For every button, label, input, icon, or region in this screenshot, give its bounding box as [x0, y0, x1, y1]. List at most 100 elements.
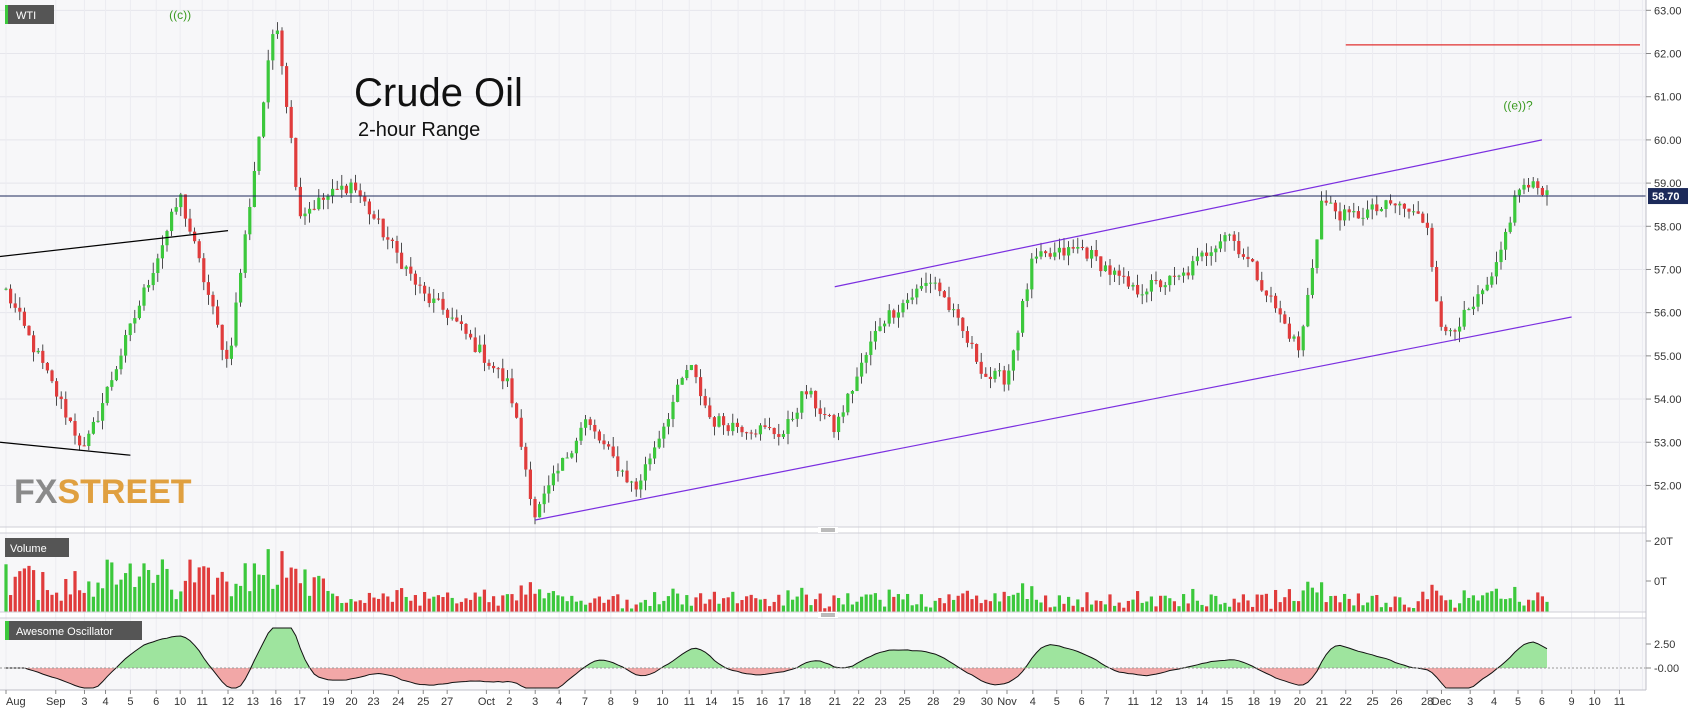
- price-tick-label: 57.00: [1654, 264, 1682, 276]
- volume-bar: [1140, 602, 1144, 612]
- date-label: 6: [1079, 696, 1085, 708]
- candle-body: [961, 317, 965, 332]
- candle-body: [896, 312, 900, 318]
- candle-body: [202, 258, 206, 283]
- volume-bar: [1448, 599, 1452, 612]
- date-label: Nov: [997, 696, 1017, 708]
- candle-body: [915, 288, 919, 298]
- volume-bar: [896, 594, 900, 612]
- volume-bar: [298, 583, 302, 612]
- date-label: 13: [1175, 696, 1187, 708]
- candle-body: [1007, 370, 1011, 385]
- volume-bar: [1048, 607, 1052, 612]
- volume-bar: [1435, 590, 1439, 612]
- candle-body: [211, 294, 215, 307]
- candle-body: [423, 285, 427, 294]
- candle-body: [1094, 250, 1098, 257]
- oscillator-label-bg: [5, 621, 142, 640]
- volume-bar: [933, 600, 937, 612]
- candle-body: [110, 380, 114, 387]
- volume-bar: [22, 568, 26, 612]
- volume-bar: [832, 595, 836, 612]
- candle-body: [344, 185, 348, 194]
- candle-body: [289, 106, 293, 138]
- candle-body: [220, 324, 224, 350]
- candle-body: [1343, 209, 1347, 221]
- price-tick-label: 53.00: [1654, 437, 1682, 449]
- volume-bar: [436, 595, 440, 612]
- candle-body: [749, 432, 753, 434]
- date-label: 25: [1366, 696, 1378, 708]
- volume-bar: [367, 592, 371, 612]
- volume-bar: [919, 594, 923, 612]
- volume-bar: [317, 575, 321, 612]
- candle-body: [850, 390, 854, 394]
- candle-body: [1297, 336, 1301, 351]
- date-label: 28: [1421, 696, 1433, 708]
- volume-bar: [1117, 602, 1121, 612]
- candle-body: [404, 266, 408, 269]
- candle-body: [1490, 276, 1494, 285]
- candle-body: [1462, 309, 1466, 327]
- candle-body: [487, 362, 491, 366]
- volume-bar: [1458, 603, 1462, 612]
- candle-body: [1205, 252, 1209, 256]
- volume-bar: [869, 594, 873, 612]
- volume-bar: [731, 591, 735, 612]
- price-marks: [4, 22, 1549, 525]
- candle-body: [114, 369, 118, 381]
- candle-body: [492, 365, 496, 369]
- candle-body: [1310, 267, 1314, 295]
- candle-body: [179, 194, 183, 208]
- volume-bar: [78, 590, 82, 612]
- oscillator-tick-label: 2.50: [1654, 639, 1675, 651]
- date-label: 11: [1128, 696, 1139, 708]
- candle-body: [841, 412, 845, 417]
- volume-bar: [533, 593, 537, 612]
- candle-body: [722, 416, 726, 426]
- candle-body: [32, 335, 36, 353]
- resize-handle[interactable]: [818, 612, 838, 618]
- volume-bar: [1113, 605, 1117, 612]
- volume-bar: [1103, 604, 1107, 612]
- candle-body: [455, 317, 459, 322]
- volume-bar: [487, 602, 491, 612]
- candle-body: [758, 425, 762, 435]
- volume-bar: [1172, 601, 1176, 612]
- candle-body: [1435, 267, 1439, 302]
- candle-body: [979, 361, 983, 374]
- candle-body: [372, 214, 376, 219]
- volume-bar: [455, 603, 459, 612]
- candle-body: [1103, 265, 1107, 272]
- volume-bar: [36, 599, 40, 612]
- volume-bar: [538, 589, 542, 612]
- candle-body: [285, 66, 289, 107]
- candle-body: [124, 335, 128, 356]
- current-price-value: 58.70: [1652, 191, 1680, 203]
- volume-bar: [800, 587, 804, 612]
- volume-bar: [680, 604, 684, 612]
- volume-bar: [515, 600, 519, 612]
- volume-bar: [938, 598, 942, 612]
- date-label: 26: [1390, 696, 1402, 708]
- candle-body: [13, 303, 17, 308]
- candle-body: [1172, 275, 1176, 277]
- candle-body: [584, 419, 588, 428]
- volume-bar: [786, 590, 790, 612]
- volume-bar: [726, 597, 730, 612]
- candle-body: [892, 310, 896, 318]
- volume-bar: [459, 601, 463, 612]
- volume-bar: [1260, 594, 1264, 612]
- candle-body: [832, 415, 836, 433]
- resize-handle[interactable]: [818, 527, 838, 533]
- volume-bar: [565, 601, 569, 612]
- candle-body: [1168, 275, 1172, 286]
- volume-bar: [137, 576, 141, 612]
- candle-body: [275, 30, 279, 35]
- volume-bar: [510, 594, 514, 612]
- volume-bar: [1274, 589, 1278, 612]
- date-label: 25: [417, 696, 429, 708]
- candle-body: [1366, 209, 1370, 218]
- candle-body: [446, 309, 450, 318]
- trendline-channel-upper: [834, 139, 1543, 288]
